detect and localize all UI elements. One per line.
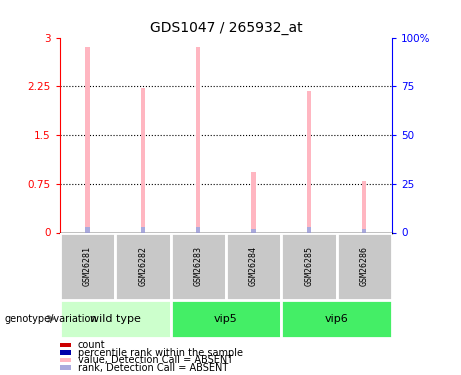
Bar xyxy=(362,229,366,232)
Bar xyxy=(281,232,337,300)
Text: GSM26281: GSM26281 xyxy=(83,246,92,286)
Text: GSM26282: GSM26282 xyxy=(138,246,148,286)
Bar xyxy=(196,47,201,232)
Bar xyxy=(307,227,311,232)
Bar xyxy=(171,232,226,300)
Text: wild type: wild type xyxy=(90,314,141,324)
Bar xyxy=(60,358,71,362)
Text: vip6: vip6 xyxy=(325,314,349,324)
Bar xyxy=(226,232,281,300)
Bar xyxy=(115,232,171,300)
Text: GSM26285: GSM26285 xyxy=(304,246,313,286)
Title: GDS1047 / 265932_at: GDS1047 / 265932_at xyxy=(149,21,302,35)
Text: value, Detection Call = ABSENT: value, Detection Call = ABSENT xyxy=(77,355,233,365)
Text: count: count xyxy=(77,340,105,350)
Bar xyxy=(60,232,115,300)
Bar xyxy=(307,92,311,232)
Bar xyxy=(60,343,71,347)
Bar xyxy=(60,365,71,370)
Bar xyxy=(141,227,145,232)
Text: genotype/variation: genotype/variation xyxy=(5,314,97,324)
Bar xyxy=(60,300,171,338)
Bar xyxy=(85,226,90,232)
Bar xyxy=(85,47,90,232)
Bar xyxy=(141,88,145,232)
Text: GSM26284: GSM26284 xyxy=(249,246,258,286)
Text: rank, Detection Call = ABSENT: rank, Detection Call = ABSENT xyxy=(77,363,228,372)
Bar xyxy=(60,350,71,355)
Bar xyxy=(171,300,281,338)
Text: GSM26286: GSM26286 xyxy=(360,246,369,286)
Bar xyxy=(196,226,201,232)
Bar xyxy=(337,232,392,300)
Text: GSM26283: GSM26283 xyxy=(194,246,203,286)
Bar xyxy=(251,229,256,232)
Bar xyxy=(362,180,366,232)
Text: vip5: vip5 xyxy=(214,314,238,324)
Text: percentile rank within the sample: percentile rank within the sample xyxy=(77,348,242,357)
Bar xyxy=(281,300,392,338)
Bar xyxy=(251,172,256,232)
